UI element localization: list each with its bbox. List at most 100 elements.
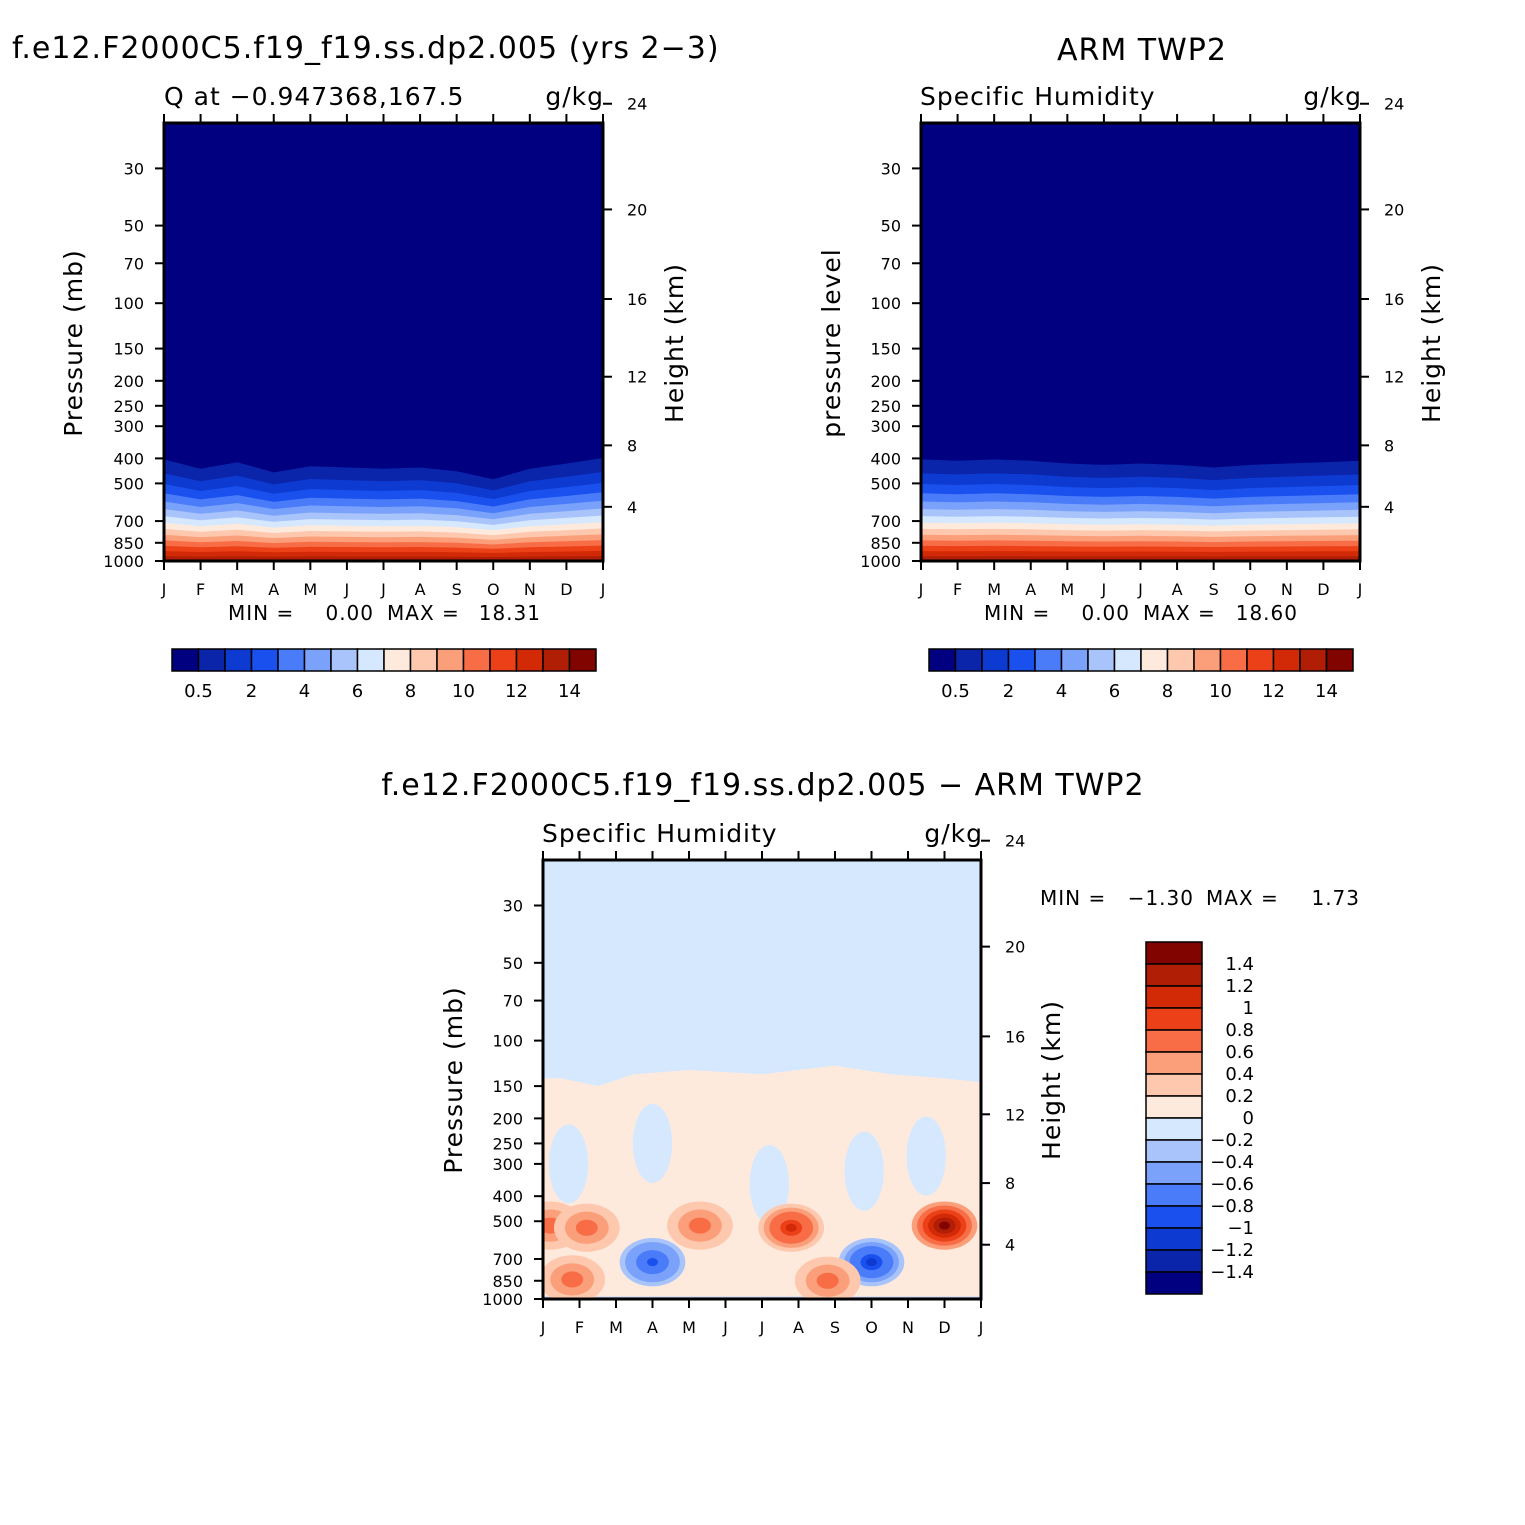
colorbar-label: 0.2 [1225, 1086, 1254, 1107]
colorbar-swatch [1145, 1139, 1203, 1163]
colorbar-label: 0.4 [1225, 1064, 1254, 1085]
y-tick-label: 70 [503, 992, 523, 1011]
colorbar-swatch [1325, 648, 1354, 672]
y-tick-right-label: 12 [1005, 1105, 1025, 1124]
colorbar-label: 12 [505, 681, 528, 702]
y-tick-label: 400 [870, 449, 901, 468]
y-tick-label: 300 [113, 417, 144, 436]
y-tick-right-label: 24 [1005, 832, 1025, 851]
y-tick-label: 30 [881, 159, 901, 178]
colorbar-swatch [383, 648, 412, 672]
title-obs: ARM TWP2 [1057, 33, 1227, 68]
colorbar-label: −0.6 [1210, 1174, 1254, 1195]
colorbar-swatch [1145, 1183, 1203, 1207]
y-tick-label: 200 [492, 1109, 523, 1128]
x-tick-label: S [1209, 580, 1219, 599]
x-tick-label: O [487, 580, 500, 599]
max-value: 1.73 [1311, 886, 1360, 910]
y-tick-label: 250 [492, 1134, 523, 1153]
x-tick-label: A [1025, 580, 1036, 599]
colorbar-label: −0.2 [1210, 1130, 1254, 1151]
contour-field [543, 860, 981, 1299]
x-tick-label: O [865, 1318, 878, 1337]
x-tick-label: J [380, 580, 386, 599]
colorbar-swatch [1166, 648, 1195, 672]
min-label: MIN = [228, 601, 294, 625]
y-tick-label: 50 [124, 217, 144, 236]
x-tick-label: A [647, 1318, 658, 1337]
colorbar-swatch [1145, 941, 1203, 965]
y-tick-label: 700 [870, 512, 901, 531]
colorbar-label: 8 [405, 681, 416, 702]
colorbar-swatch [250, 648, 279, 672]
colorbar-swatch [1145, 963, 1203, 987]
colorbar: 0.5 2 4 6 8 10 12 14 [928, 648, 1354, 702]
colorbar-swatch [197, 648, 226, 672]
panel-obs: Specific Humidity g/kg J F M A M J J A S O N D J 30 50… [817, 82, 1446, 702]
colorbar-swatch [1145, 1073, 1203, 1097]
x-tick-label: N [902, 1318, 914, 1337]
colorbar-swatch [224, 648, 253, 672]
colorbar-label: 14 [1315, 681, 1338, 702]
y-tick-label: 700 [113, 512, 144, 531]
colorbar-label: 0 [1243, 1108, 1254, 1129]
x-tick-label: J [722, 1318, 728, 1337]
y-tick-label: 30 [503, 897, 523, 916]
x-tick-label: J [600, 580, 606, 599]
colorbar-swatch [1145, 1117, 1203, 1141]
x-tick-label: M [230, 580, 244, 599]
colorbar-swatch [489, 648, 518, 672]
contour-dry-pocket-4 [906, 1116, 946, 1196]
panel-model: Q at −0.947368,167.5 g/kg J F M A M J J A S O N D J 3… [59, 82, 689, 702]
colorbar-swatch [1145, 1205, 1203, 1229]
max-value: 18.31 [479, 601, 541, 625]
y-tick-right-label: 12 [1384, 368, 1404, 387]
colorbar-swatch [1272, 648, 1301, 672]
colorbar-swatch [436, 648, 465, 672]
colorbar-swatch [1145, 1029, 1203, 1053]
y-axis-label-right: Height (km) [660, 263, 689, 423]
colorbar-swatch [462, 648, 491, 672]
colorbar-label: 10 [452, 681, 475, 702]
colorbar-swatch [1246, 648, 1275, 672]
colorbar-label: 1.4 [1225, 954, 1254, 975]
y-tick-label: 250 [870, 397, 901, 416]
x-tick-label: O [1244, 580, 1257, 599]
y-tick-label: 50 [503, 954, 523, 973]
colorbar-label: −1 [1227, 1218, 1254, 1239]
x-tick-label: M [609, 1318, 623, 1337]
y-tick-right-label: 8 [1005, 1174, 1015, 1193]
subtitle-left: Q at −0.947368,167.5 [164, 82, 464, 111]
contour-feature-2-level-5 [647, 1258, 658, 1267]
subtitle-units: g/kg [545, 82, 604, 111]
colorbar: 1.41.210.80.60.40.20−0.2−0.4−0.6−0.8−1−1… [1145, 941, 1254, 1295]
y-tick-label: 850 [492, 1272, 523, 1291]
x-tick-label: F [953, 580, 962, 599]
contour-feature-8-level-5 [822, 1276, 834, 1285]
x-tick-label: M [682, 1318, 696, 1337]
colorbar-label: 2 [1003, 681, 1014, 702]
colorbar-label: 12 [1262, 681, 1285, 702]
max-label: MAX = [1143, 601, 1216, 625]
y-tick-label: 1000 [860, 552, 901, 571]
y-tick-right-label: 24 [627, 95, 647, 114]
colorbar-label: −1.4 [1210, 1262, 1254, 1283]
y-tick-right-label: 20 [627, 200, 647, 219]
colorbar-swatch [1034, 648, 1063, 672]
y-tick-right-label: 16 [1005, 1027, 1025, 1046]
y-tick-right-label: 16 [627, 290, 647, 309]
colorbar-label: 2 [246, 681, 257, 702]
y-axis-label: pressure level [817, 248, 846, 437]
x-tick-label: A [1172, 580, 1183, 599]
y-axis-label-right: Height (km) [1417, 263, 1446, 423]
y-tick-label: 100 [870, 294, 901, 313]
y-tick-label: 400 [492, 1187, 523, 1206]
y-tick-label: 850 [113, 534, 144, 553]
y-tick-right-label: 8 [627, 436, 637, 455]
y-tick-label: 850 [870, 534, 901, 553]
colorbar-swatch [356, 648, 385, 672]
colorbar-swatch [542, 648, 571, 672]
colorbar-swatch [171, 648, 200, 672]
x-tick-label: M [303, 580, 317, 599]
